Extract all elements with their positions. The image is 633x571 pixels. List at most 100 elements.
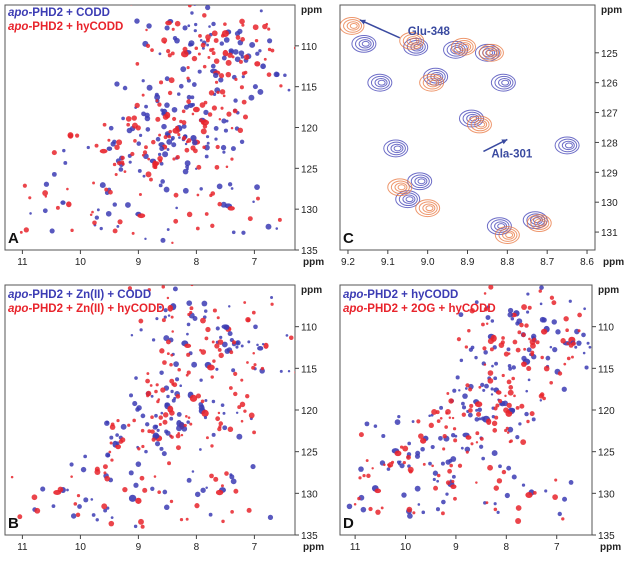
peak (230, 187, 234, 190)
y-tick-label: 115 (301, 83, 317, 94)
peak (217, 201, 222, 207)
peak (205, 486, 208, 489)
peak (267, 38, 273, 44)
peak (55, 205, 60, 210)
peak (166, 339, 171, 345)
peak (167, 461, 172, 466)
x-tick-label: 9.2 (341, 257, 355, 268)
peak (221, 519, 225, 524)
peak (120, 155, 125, 161)
peak (162, 419, 168, 425)
peak (80, 466, 87, 473)
peak (270, 48, 275, 53)
peak (153, 475, 157, 478)
peak (126, 127, 133, 134)
peak (560, 338, 566, 344)
peak (225, 59, 232, 66)
peak (506, 465, 512, 471)
peak (181, 124, 187, 129)
peak (171, 142, 177, 148)
peak (521, 355, 527, 362)
series-2 (53, 304, 269, 504)
peak (557, 371, 563, 376)
peak (157, 152, 162, 157)
peak (198, 33, 202, 38)
peak (172, 116, 177, 121)
peak (109, 424, 116, 430)
peak (240, 344, 244, 348)
peak (42, 208, 48, 214)
peak (491, 450, 498, 457)
peak (146, 372, 150, 375)
peak (164, 402, 169, 407)
peak (475, 441, 479, 444)
peak (279, 84, 283, 88)
peak (539, 392, 545, 397)
peak (140, 428, 145, 433)
peak (169, 416, 174, 421)
y-tick-label: 135 (598, 531, 615, 542)
peak (210, 375, 214, 379)
peak (96, 208, 100, 212)
peak (507, 312, 513, 318)
x-tick-label: 9.0 (421, 257, 435, 268)
peak (212, 308, 217, 313)
peak (464, 345, 469, 349)
peak (94, 215, 99, 220)
peak (19, 230, 23, 234)
peak (62, 148, 66, 153)
contour-peak (451, 37, 477, 56)
legend-entry: apo-PHD2 + CODD (8, 7, 110, 19)
peak (49, 228, 55, 234)
peak (229, 350, 234, 355)
peak (172, 286, 178, 292)
peak (155, 136, 161, 142)
peak (431, 408, 438, 415)
peak (214, 343, 220, 349)
contour-peak (349, 22, 358, 29)
peak (571, 355, 574, 359)
peak (357, 496, 361, 501)
contour-peak (355, 37, 375, 51)
peak (141, 444, 145, 449)
contour-peak (478, 43, 504, 62)
peak (161, 285, 165, 289)
peak (160, 237, 166, 243)
peak (222, 49, 229, 57)
peak (158, 133, 162, 137)
peak (163, 308, 168, 313)
peak (145, 171, 152, 178)
x-tick-label: 8.9 (461, 257, 475, 268)
peak (137, 447, 141, 451)
contour-peak (402, 34, 422, 48)
contour-peak (374, 77, 388, 88)
peak (31, 494, 38, 501)
peak (510, 316, 515, 321)
x-tick-label: 7 (252, 542, 258, 553)
peak (448, 398, 454, 404)
peak (199, 187, 203, 191)
peak-cloud (10, 285, 295, 529)
contour-peak (387, 178, 413, 197)
peak (230, 157, 234, 161)
x-tick-label: 7 (252, 257, 258, 268)
peak (216, 183, 223, 190)
y-axis-label: ppm (598, 285, 619, 296)
peak (159, 305, 162, 309)
peak (115, 441, 120, 446)
peak (178, 136, 181, 139)
y-tick-label: 115 (301, 364, 317, 375)
peak (182, 25, 188, 31)
peak (112, 202, 117, 207)
peak (470, 345, 475, 350)
peak (228, 386, 233, 390)
peak (201, 121, 205, 125)
peak (182, 187, 189, 194)
peak (494, 415, 499, 420)
peak (288, 335, 294, 341)
peak (77, 504, 82, 509)
peak (102, 122, 107, 127)
peak (189, 394, 198, 402)
peak (206, 43, 210, 47)
peak (175, 445, 181, 451)
